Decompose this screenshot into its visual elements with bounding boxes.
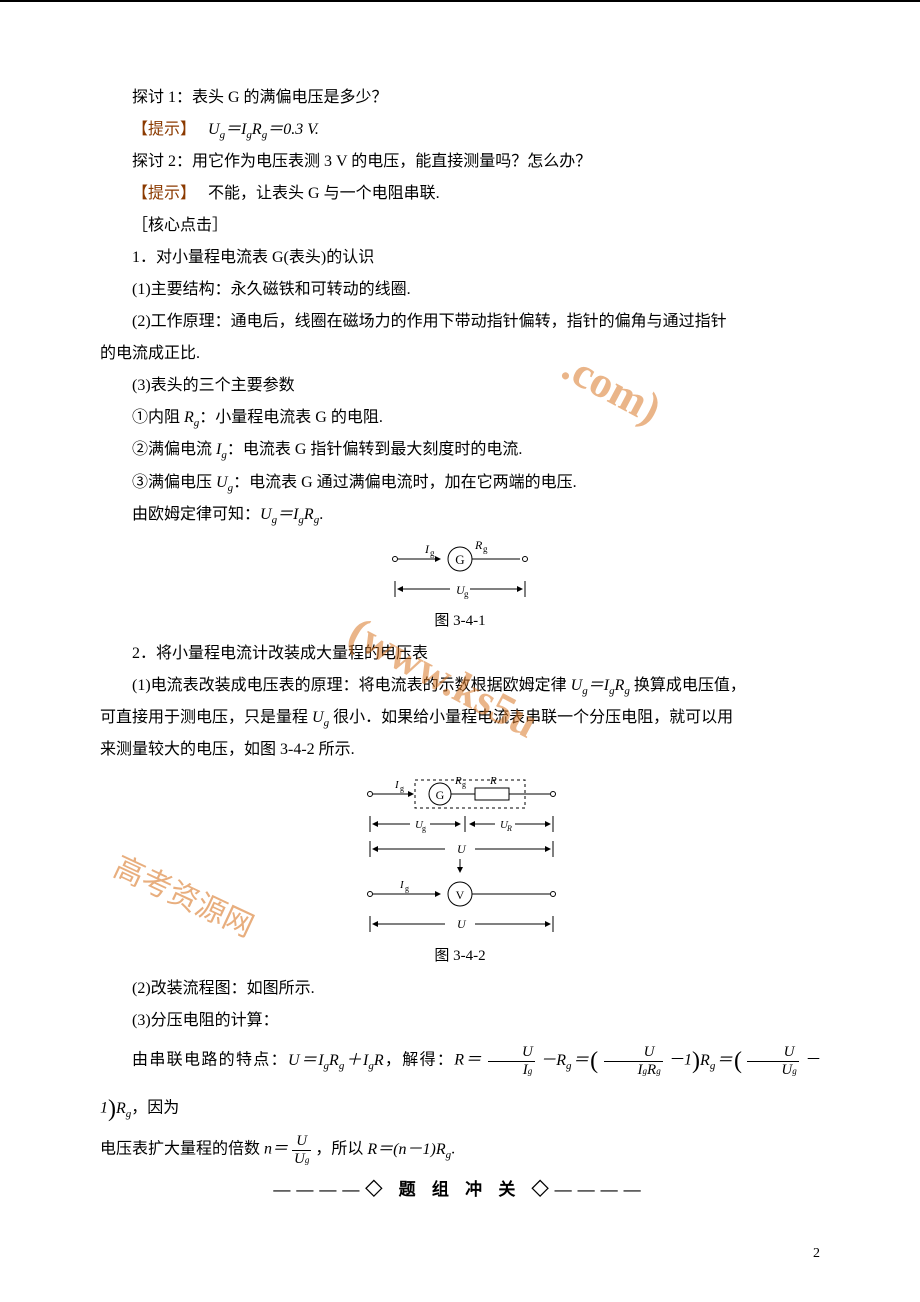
core-heading: ［核心点击］	[100, 210, 820, 242]
para-2a: (1)电流表改装成电压表的原理：将电流表的示数根据欧姆定律 Ug＝IgRg 换算…	[100, 670, 820, 702]
para-1b: (2)工作原理：通电后，线圈在磁场力的作用下带动指针偏转，指针的偏角与通过指针	[100, 306, 820, 338]
para-1c2: ②满偏电流 Ig：电流表 G 指针偏转到最大刻度时的电流.	[100, 434, 820, 466]
para-1c3: ③满偏电压 Ug：电流表 G 通过满偏电流时，加在它两端的电压.	[100, 467, 820, 499]
svg-text:g: g	[422, 824, 426, 833]
figure-1: G I g R g U g 图 3-4-1	[100, 539, 820, 630]
svg-text:g: g	[430, 548, 435, 558]
para-2b: (2)改装流程图：如图所示.	[100, 973, 820, 1005]
para-2c: (3)分压电阻的计算：	[100, 1005, 820, 1037]
svg-text:U: U	[457, 917, 467, 931]
question-2: 探讨 2：用它作为电压表测 3 V 的电压，能直接测量吗？怎么办？	[100, 146, 820, 178]
para-2a-cont: 可直接用于测电压，只是量程 Ug 很小．如果给小量程电流表串联一个分压电阻，就可…	[100, 702, 820, 734]
frac-2: UIgRg	[604, 1044, 663, 1078]
svg-text:G: G	[436, 788, 445, 802]
answer-2: 不能，让表头 G 与一个电阻串联.	[208, 185, 440, 202]
para-1c1: ①内阻 Rg：小量程电流表 G 的电阻.	[100, 402, 820, 434]
figure-2-svg: G I g R g R U g U R	[355, 774, 565, 944]
svg-text:G: G	[455, 552, 464, 567]
svg-text:g: g	[462, 780, 466, 789]
figure-1-caption: 图 3-4-1	[100, 609, 820, 630]
svg-text:V: V	[456, 888, 465, 902]
figure-2: G I g R g R U g U R	[100, 774, 820, 965]
svg-text:R: R	[489, 775, 497, 787]
para-2d: 由串联电路的特点：U＝IgRg＋IgR，解得：R＝ UIg －Rg＝( UIgR…	[100, 1037, 820, 1133]
para-2: 2．将小量程电流计改装成大量程的电压表	[100, 638, 820, 670]
para-1b-cont: 的电流成正比.	[100, 338, 820, 370]
para-1a: (1)主要结构：永久磁铁和可转动的线圈.	[100, 274, 820, 306]
figure-1-svg: G I g R g U g	[380, 539, 540, 609]
svg-text:g: g	[405, 884, 409, 893]
svg-text:U: U	[457, 842, 467, 856]
hint-2: 【提示】 不能，让表头 G 与一个电阻串联.	[100, 178, 820, 210]
question-1: 探讨 1：表头 G 的满偏电压是多少？	[100, 82, 820, 114]
page-number: 2	[813, 1246, 820, 1262]
frac-1: UIg	[488, 1044, 535, 1078]
para-1c: (3)表头的三个主要参数	[100, 370, 820, 402]
section-divider: ————◇ 题 组 冲 关 ◇————	[100, 1175, 820, 1200]
para-1c4: 由欧姆定律可知：Ug＝IgRg.	[100, 499, 820, 531]
figure-2-caption: 图 3-4-2	[100, 944, 820, 965]
answer-1: Ug＝IgRg＝0.3 V.	[208, 121, 319, 138]
hint-label-2: 【提示】	[132, 185, 196, 202]
svg-text:g: g	[483, 544, 488, 554]
svg-text:R: R	[454, 775, 462, 787]
hint-label-1: 【提示】	[132, 121, 196, 138]
para-2d-cont: 电压表扩大量程的倍数 n＝ UUg ，所以 R＝(n－1)Rg.	[100, 1133, 820, 1167]
para-2a-cont2: 来测量较大的电压，如图 3-4-2 所示.	[100, 734, 820, 766]
svg-text:g: g	[400, 784, 404, 793]
para-1: 1．对小量程电流表 G(表头)的认识	[100, 242, 820, 274]
svg-text:R: R	[506, 824, 512, 833]
hint-1: 【提示】 Ug＝IgRg＝0.3 V.	[100, 114, 820, 146]
frac-4: UUg	[292, 1133, 311, 1167]
frac-3: UUg	[747, 1044, 798, 1078]
para-2d-pre: 由串联电路的特点：	[132, 1052, 288, 1069]
svg-text:g: g	[464, 589, 469, 599]
page: .com) (www.ks5u 高考资源网 探讨 1：表头 G 的满偏电压是多少…	[0, 0, 920, 1302]
svg-text:R: R	[474, 539, 483, 552]
